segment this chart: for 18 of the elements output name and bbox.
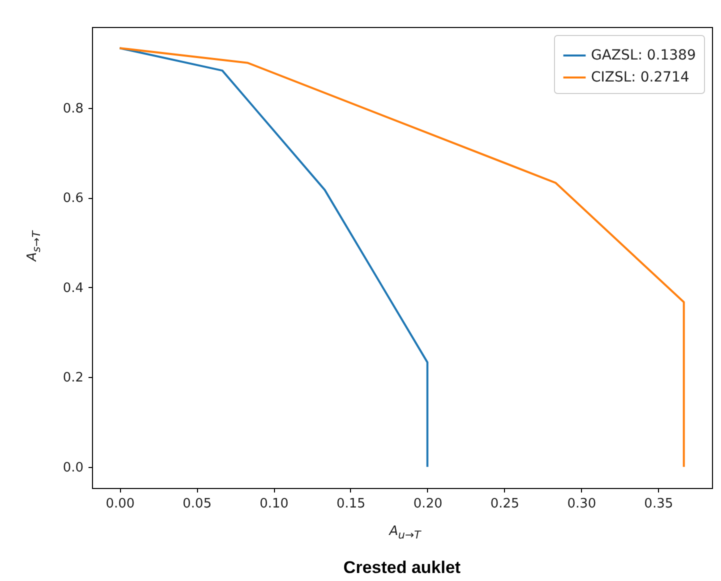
x-tick-label: 0.20 <box>413 496 442 512</box>
x-tick-label: 0.05 <box>182 496 212 512</box>
x-tick-label: 0.30 <box>567 496 596 512</box>
legend-label: GAZSL: 0.1389 <box>591 48 696 64</box>
y-tick-label: 0.0 <box>62 460 84 476</box>
x-axis-title: A$_{u→T}$ <box>389 524 421 542</box>
x-tick-label: 0.00 <box>106 496 135 512</box>
legend-label: CIZSL: 0.2714 <box>591 70 690 86</box>
x-tick-label: 0.35 <box>644 496 674 512</box>
x-tick-label: 0.25 <box>490 496 520 512</box>
y-tick-label: 0.4 <box>62 280 84 296</box>
text: Crested auklet <box>343 558 461 577</box>
line-series <box>118 47 428 468</box>
x-tick-label: 0.15 <box>336 496 366 512</box>
y-tick-label: 0.6 <box>62 191 84 206</box>
y-tick-label: 0.8 <box>62 101 84 116</box>
x-tick-label: 0.10 <box>260 496 289 512</box>
y-tick-label: 0.2 <box>62 370 84 386</box>
